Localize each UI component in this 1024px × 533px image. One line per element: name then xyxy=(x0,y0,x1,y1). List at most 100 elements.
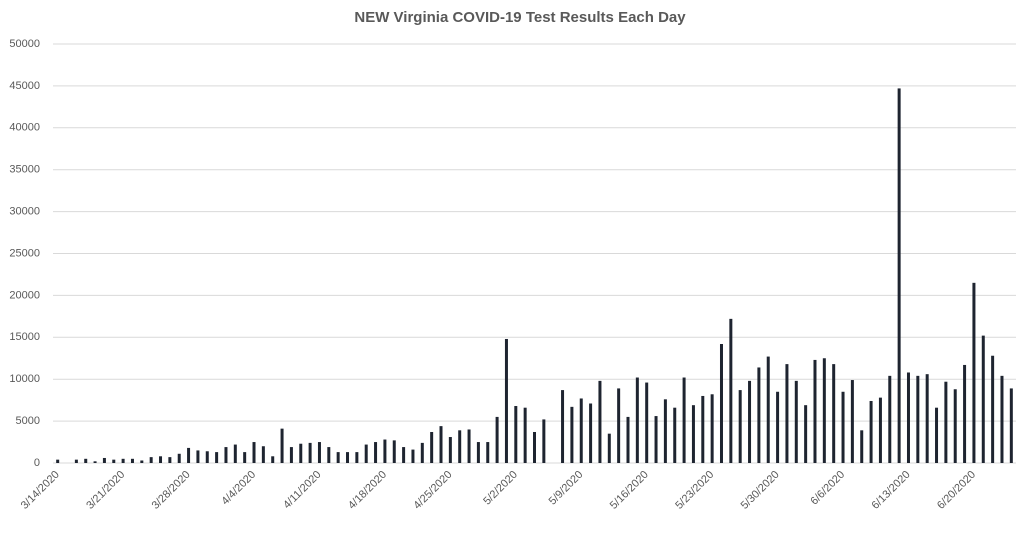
y-tick-label: 5000 xyxy=(16,415,40,427)
bar xyxy=(981,335,985,463)
x-tick-label: 3/14/2020 xyxy=(19,469,62,512)
bar xyxy=(897,88,901,463)
bar xyxy=(84,458,88,463)
chart-title: NEW Virginia COVID-19 Test Results Each … xyxy=(354,9,686,26)
bar xyxy=(1009,388,1013,463)
bar xyxy=(177,453,181,463)
x-tick-label: 6/6/2020 xyxy=(808,469,847,508)
bar xyxy=(476,442,480,463)
bar xyxy=(486,442,490,463)
bar xyxy=(757,367,761,463)
x-tick-label: 6/20/2020 xyxy=(935,469,978,512)
bar xyxy=(224,447,228,463)
bar xyxy=(710,394,714,463)
x-tick-label: 4/4/2020 xyxy=(219,469,258,508)
x-tick-label: 4/25/2020 xyxy=(411,469,454,512)
bar xyxy=(579,398,583,463)
bar xyxy=(785,364,789,463)
bar xyxy=(925,374,929,463)
y-tick-label: 25000 xyxy=(9,247,40,259)
bar xyxy=(383,439,387,463)
bar xyxy=(308,442,312,463)
bar xyxy=(243,452,247,463)
bar xyxy=(663,399,667,463)
bar xyxy=(589,403,593,463)
y-tick-label: 0 xyxy=(34,457,40,469)
bar xyxy=(860,430,864,463)
y-tick-label: 10000 xyxy=(9,373,40,385)
bar xyxy=(748,380,752,463)
bar xyxy=(392,440,396,463)
bar xyxy=(991,355,995,463)
bar xyxy=(766,356,770,463)
bar xyxy=(972,282,976,463)
bar xyxy=(233,444,237,463)
y-tick-label: 20000 xyxy=(9,289,40,301)
bar xyxy=(205,451,209,463)
bar xyxy=(439,426,443,463)
x-tick-label: 3/21/2020 xyxy=(84,469,127,512)
x-tick-label: 5/2/2020 xyxy=(481,469,520,508)
bar xyxy=(299,443,303,463)
bar xyxy=(289,447,293,463)
bar xyxy=(542,419,546,463)
bar xyxy=(364,444,368,463)
bar xyxy=(953,389,957,463)
bar xyxy=(355,452,359,463)
x-tick-label: 5/23/2020 xyxy=(673,469,716,512)
bar xyxy=(317,442,321,463)
x-tick-label: 5/9/2020 xyxy=(547,469,586,508)
bar xyxy=(495,416,499,463)
bar xyxy=(841,391,845,463)
bar xyxy=(607,433,611,463)
bar xyxy=(215,452,219,463)
bar xyxy=(168,457,172,463)
bar xyxy=(271,456,275,463)
bar xyxy=(738,390,742,463)
bar xyxy=(654,416,658,463)
bar xyxy=(523,407,527,463)
bar xyxy=(729,318,733,463)
bar xyxy=(935,407,939,463)
bar xyxy=(561,390,565,463)
bar xyxy=(374,442,378,463)
bar xyxy=(280,428,284,463)
bar xyxy=(813,359,817,463)
bar xyxy=(252,442,256,463)
x-tick-label: 5/16/2020 xyxy=(608,469,651,512)
bar xyxy=(514,406,518,463)
bar xyxy=(916,375,920,463)
bar xyxy=(673,407,677,463)
bar xyxy=(888,375,892,463)
bar xyxy=(261,446,265,463)
bar xyxy=(878,397,882,463)
bar xyxy=(804,405,808,463)
bar xyxy=(121,458,125,463)
bar xyxy=(74,459,78,463)
bar xyxy=(467,429,471,463)
bar xyxy=(682,377,686,463)
bar xyxy=(944,381,948,463)
y-tick-label: 40000 xyxy=(9,122,40,134)
y-tick-label: 35000 xyxy=(9,164,40,176)
x-tick-label: 4/11/2020 xyxy=(281,469,324,512)
bar xyxy=(458,430,462,463)
bar xyxy=(411,449,415,463)
bar xyxy=(336,452,340,463)
x-tick-label: 3/28/2020 xyxy=(150,469,193,512)
y-tick-label: 50000 xyxy=(9,38,40,50)
bar xyxy=(1000,375,1004,463)
bar xyxy=(159,456,163,463)
bar xyxy=(617,388,621,463)
bar xyxy=(196,450,200,463)
bar xyxy=(822,358,826,463)
bar xyxy=(346,452,350,463)
x-tick-label: 6/13/2020 xyxy=(870,469,913,512)
bar xyxy=(504,338,508,463)
bar xyxy=(850,380,854,463)
bar xyxy=(691,405,695,463)
bar xyxy=(906,372,910,463)
bar xyxy=(719,344,723,463)
bar xyxy=(963,364,967,463)
